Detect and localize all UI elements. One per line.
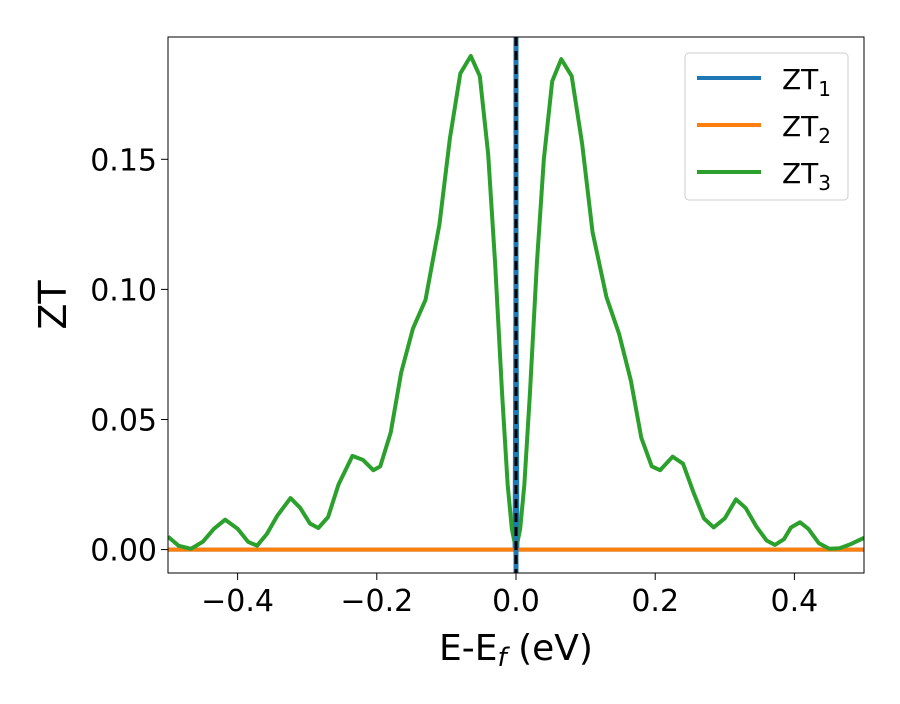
axes: −0.4 −0.2 0.0 0.2 0.4 0.00 0.05 0.10 0.15	[90, 36, 865, 619]
y-tick-label: 0.15	[90, 143, 157, 178]
x-tick-label: −0.4	[201, 584, 274, 619]
x-tick-label: 0.4	[771, 584, 819, 619]
y-tick-label: 0.10	[90, 273, 157, 308]
x-tick-label: −0.2	[340, 584, 413, 619]
x-tick-label: 0.0	[492, 584, 540, 619]
y-axis-label: ZT	[31, 280, 75, 330]
legend-label-zt3: ZT3	[782, 157, 831, 195]
x-tick-label: 0.2	[631, 584, 679, 619]
x-axis-label: E-Ef (eV)	[439, 628, 593, 673]
plot-area	[168, 37, 864, 573]
y-tick-label: 0.00	[90, 534, 157, 569]
y-tick-label: 0.05	[90, 403, 157, 438]
series-lines	[168, 37, 864, 573]
legend: ZT1 ZT2 ZT3	[684, 52, 849, 201]
legend-label-zt2: ZT2	[782, 110, 831, 148]
axis-labels: E-Ef (eV) ZT	[31, 280, 593, 673]
legend-box	[684, 52, 849, 201]
legend-label-zt1: ZT1	[782, 63, 831, 101]
